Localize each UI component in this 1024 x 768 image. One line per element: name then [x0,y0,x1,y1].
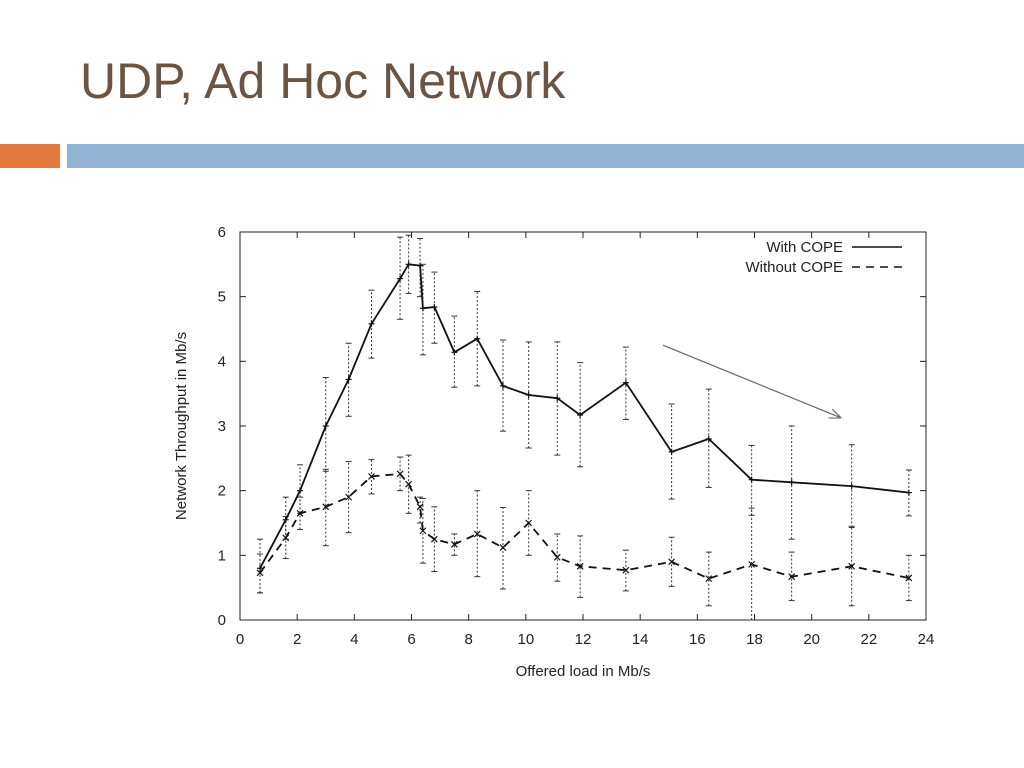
series-lines [259,263,910,580]
y-axis-label: Network Throughput in Mb/s [173,332,190,520]
series-line-without-cope [259,472,910,580]
data-point-without-cope [396,470,404,478]
x-tick-label: 10 [517,631,534,648]
y-tick-label: 0 [218,612,226,629]
legend-label-with-cope: With COPE [766,239,843,256]
y-tick-label: 4 [218,353,226,370]
x-tick-label: 4 [350,631,358,648]
data-point-without-cope [296,509,304,517]
x-tick-label: 14 [632,631,649,648]
series-line-with-cope [259,263,910,569]
x-tick-label: 12 [575,631,592,648]
annotations [662,344,840,417]
legend: With COPE Without COPE [745,239,902,276]
y-tick-label: 6 [218,224,226,241]
y-tick-label: 2 [218,483,226,500]
x-tick-label: 6 [407,631,415,648]
x-axis-label: Offered load in Mb/s [516,663,651,680]
data-point-without-cope [322,503,330,511]
y-tick-label: 3 [218,418,226,435]
y-tick-label: 1 [218,547,226,564]
x-tick-label: 22 [860,631,877,648]
data-point-without-cope [788,573,796,581]
x-tick-label: 24 [918,631,935,648]
x-tick-label: 16 [689,631,706,648]
y-tick-label: 5 [218,289,226,306]
error-bars [257,234,912,621]
data-point-without-cope [405,480,413,488]
data-point-without-cope [416,503,424,511]
x-tick-label: 0 [236,631,244,648]
slide-title: UDP, Ad Hoc Network [80,53,566,109]
data-point-without-cope [368,473,375,480]
title-accent-bar-orange [0,144,60,168]
data-point-without-cope [282,534,290,542]
data-point-without-cope [848,562,856,570]
data-point-without-cope [525,519,533,527]
data-point-without-cope [705,575,713,583]
data-point-without-cope [256,569,264,577]
data-point-without-cope [905,574,913,582]
data-point-without-cope [622,566,630,574]
plot-frame [239,231,927,621]
data-point-without-cope [473,530,481,538]
x-tick-label: 20 [803,631,820,648]
data-point-without-cope [430,535,438,543]
x-tick-label: 18 [746,631,763,648]
data-point-without-cope [419,527,427,535]
trend-arrow [662,344,840,417]
data-point-without-cope [450,540,458,548]
data-point-without-cope [748,560,756,568]
data-point-without-cope [553,553,561,561]
legend-label-without-cope: Without COPE [745,259,843,276]
title-accent-bar-blue [67,144,1024,168]
data-markers [256,261,913,583]
data-point-without-cope [576,562,584,570]
x-tick-label: 8 [464,631,472,648]
x-tick-label: 2 [293,631,301,648]
data-point-without-cope [345,493,353,501]
data-point-without-cope [668,558,676,566]
data-point-without-cope [499,544,507,551]
